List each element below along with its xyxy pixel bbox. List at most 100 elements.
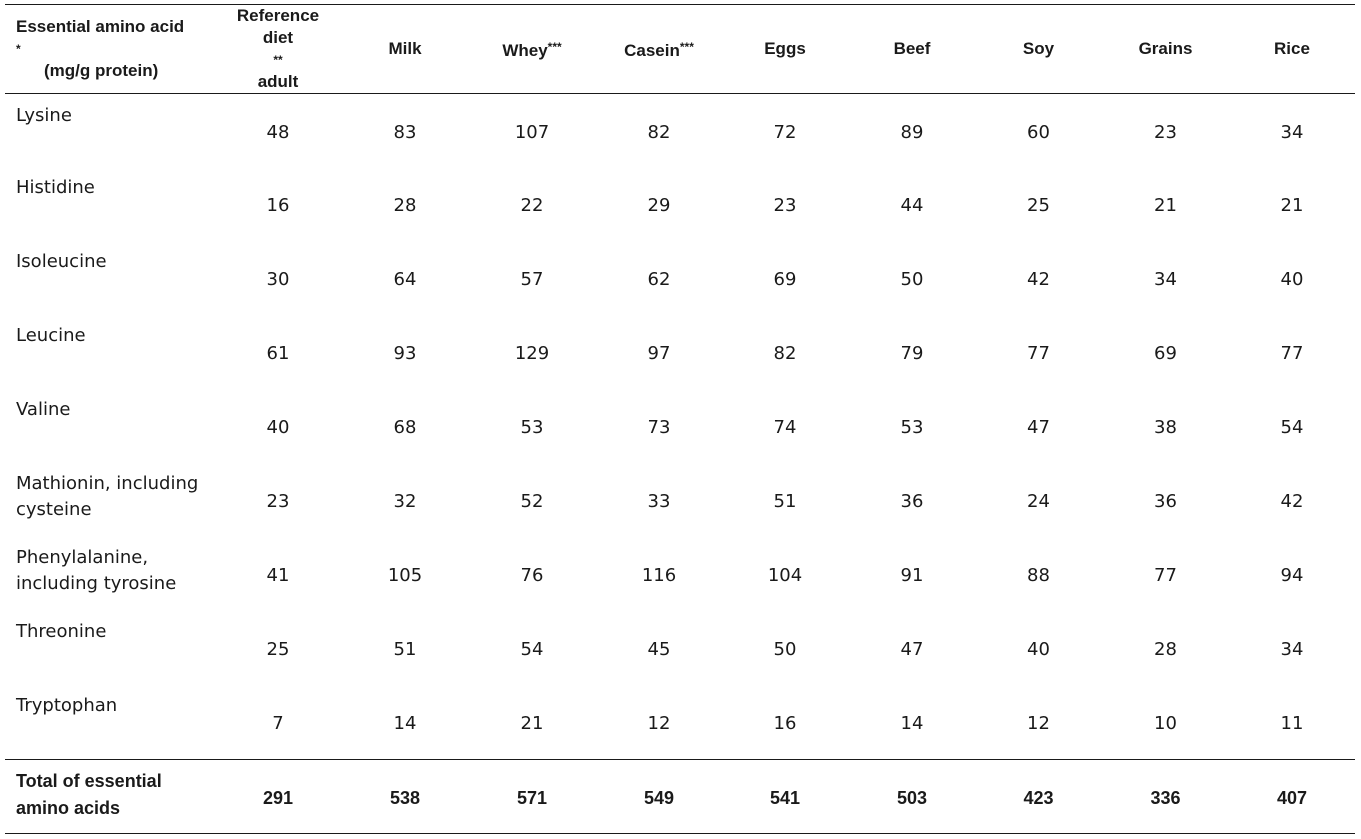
header-first-sup: * — [16, 42, 21, 56]
name-line1: Valine — [16, 398, 71, 420]
value-cell: 10 — [1154, 712, 1177, 734]
value-cell: 51 — [773, 490, 797, 512]
value-cell: 34 — [1280, 638, 1304, 660]
value-cell: 83 — [393, 122, 417, 143]
name-line1: Lysine — [16, 105, 72, 126]
value-cell: 23 — [773, 194, 797, 216]
value-cell: 72 — [773, 122, 797, 143]
value-cell: 42 — [1280, 490, 1304, 512]
amino-acid-name-cell: Tryptophan — [5, 686, 213, 760]
header-beef: Beef — [849, 4, 975, 94]
value-cell: 25 — [1027, 194, 1050, 216]
value-cell: 73 — [647, 416, 671, 438]
value-cell: 33 — [647, 490, 671, 512]
value-cell: 12 — [1027, 712, 1050, 734]
header-essential-amino-acid: Essential amino acid * (mg/g protein) — [5, 4, 213, 94]
header-casein-sup: *** — [679, 40, 694, 54]
value-cell: 74 — [773, 416, 797, 438]
value-cell: 11 — [1280, 712, 1304, 734]
value-cell: 36 — [900, 490, 924, 512]
value-cell: 40 — [1027, 638, 1050, 660]
total-value-cell: 291 — [213, 759, 343, 834]
total-row: Total of essential amino acids 291 538 571 54… — [5, 759, 1355, 834]
value-cell: 54 — [520, 638, 544, 660]
name-line1: Histidine — [16, 176, 95, 198]
total-value-cell: 541 — [721, 759, 849, 834]
header-whey-label: Whey — [502, 41, 548, 60]
value-cell: 25 — [266, 638, 290, 660]
name-line2: including tyrosine — [16, 572, 177, 594]
value-cell: 50 — [773, 638, 797, 660]
table-row: Isoleucine 30 64 57 62 69 50 42 34 40 — [5, 242, 1355, 316]
value-cell: 54 — [1280, 416, 1304, 438]
value-cell: 30 — [266, 268, 290, 290]
table-body: Lysine 48 83 107 82 72 89 60 23 34 Histidine 16 28 22… — [5, 94, 1355, 834]
amino-acid-table: Essential amino acid * (mg/g protein) Ref… — [5, 4, 1355, 834]
header-casein: Casein*** — [597, 4, 721, 94]
value-cell: 79 — [900, 342, 924, 364]
value-cell: 64 — [393, 268, 417, 290]
name-line1: Mathionin, including — [16, 472, 199, 494]
name-line2: amino acids — [16, 798, 121, 818]
value-cell: 44 — [900, 194, 924, 216]
table-row: Tryptophan 7 14 21 12 16 14 12 10 11 — [5, 686, 1355, 760]
value-cell: 116 — [641, 564, 677, 586]
header-reference-diet: Reference diet ** adult — [213, 4, 343, 94]
value-cell: 41 — [266, 564, 290, 586]
value-cell: 50 — [900, 268, 924, 290]
value-cell: 60 — [1027, 122, 1050, 143]
value-cell: 32 — [393, 490, 417, 512]
table-row: Lysine 48 83 107 82 72 89 60 23 34 — [5, 94, 1355, 168]
name-line1: Threonine — [16, 620, 107, 642]
table-row: Phenylalanine, including tyrosine 41 105 76 1… — [5, 538, 1355, 612]
header-ref-line2: diet — [262, 28, 294, 47]
value-cell: 47 — [1027, 416, 1050, 438]
total-value-cell: 571 — [467, 759, 597, 834]
value-cell: 28 — [1154, 638, 1177, 660]
value-cell: 14 — [393, 712, 417, 734]
value-cell: 23 — [1154, 122, 1177, 143]
amino-acid-name-cell: Valine — [5, 390, 213, 464]
value-cell: 48 — [266, 122, 290, 143]
value-cell: 16 — [773, 712, 797, 734]
value-cell: 34 — [1154, 268, 1177, 290]
value-cell: 28 — [393, 194, 417, 216]
value-cell: 62 — [647, 268, 671, 290]
name-line1: Leucine — [16, 324, 86, 346]
value-cell: 22 — [520, 194, 544, 216]
total-value-cell: 423 — [975, 759, 1102, 834]
value-cell: 77 — [1027, 342, 1050, 364]
header-row: Essential amino acid * (mg/g protein) Ref… — [5, 4, 1355, 94]
amino-acid-name-cell: Lysine — [5, 94, 213, 168]
value-cell: 51 — [393, 638, 417, 660]
name-line1: Isoleucine — [16, 250, 107, 272]
header-rice: Rice — [1229, 4, 1355, 94]
name-line1: Total of essential — [16, 771, 162, 791]
table-row: Threonine 25 51 54 45 50 47 40 28 34 — [5, 612, 1355, 686]
header-whey-sup: *** — [547, 40, 562, 54]
value-cell: 47 — [900, 638, 924, 660]
header-first-line2: (mg/g protein) — [44, 61, 159, 80]
value-cell: 76 — [520, 564, 544, 586]
value-cell: 34 — [1280, 122, 1304, 143]
value-cell: 23 — [266, 490, 290, 512]
header-ref-sup: ** — [273, 53, 283, 67]
header-casein-label: Casein — [624, 41, 680, 60]
value-cell: 57 — [520, 268, 544, 290]
value-cell: 97 — [647, 342, 671, 364]
name-line1: Tryptophan — [16, 694, 118, 716]
amino-acid-name-cell: Mathionin, including cysteine — [5, 464, 213, 538]
value-cell: 93 — [393, 342, 417, 364]
value-cell: 14 — [900, 712, 924, 734]
value-cell: 61 — [266, 342, 290, 364]
value-cell: 21 — [1154, 194, 1177, 216]
header-first-line1: Essential amino acid — [16, 17, 185, 36]
table-row: Valine 40 68 53 73 74 53 47 38 54 — [5, 390, 1355, 464]
value-cell: 45 — [647, 638, 671, 660]
value-cell: 36 — [1154, 490, 1177, 512]
table-row: Histidine 16 28 22 29 23 44 25 21 21 — [5, 168, 1355, 242]
value-cell: 21 — [520, 712, 544, 734]
value-cell: 53 — [520, 416, 544, 438]
value-cell: 77 — [1154, 564, 1177, 586]
table-row: Mathionin, including cysteine 23 32 52 33 51 36… — [5, 464, 1355, 538]
